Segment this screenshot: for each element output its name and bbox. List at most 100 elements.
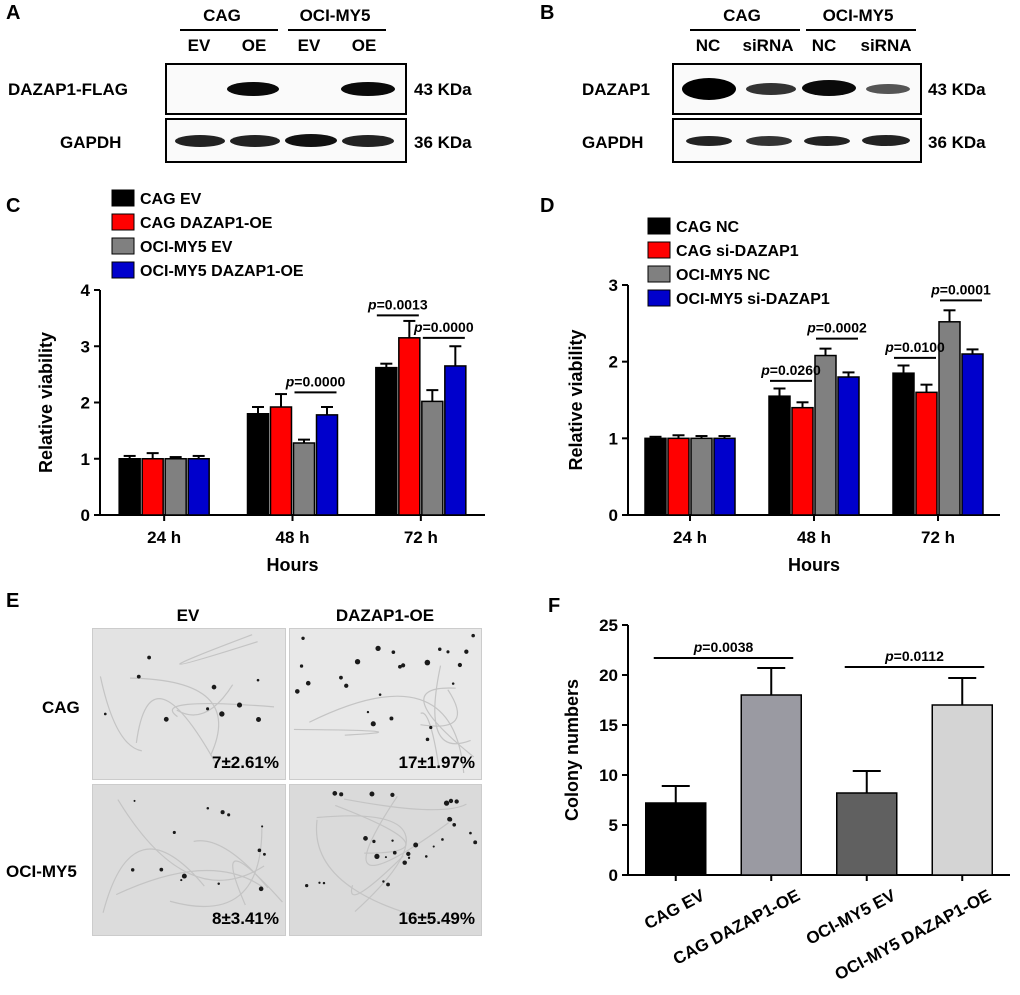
colony-dot [464,649,469,654]
colony-dot [180,879,183,882]
micrograph-fiber [315,819,445,924]
colony-dot [294,689,300,694]
colony-dot [172,830,176,835]
colony-dot [469,831,472,835]
blot-a-row2-size: 36 KDa [414,133,472,152]
bar [892,372,915,516]
legend-label: OCI-MY5 EV [140,239,233,256]
legend-label: CAG si-DAZAP1 [676,243,799,260]
blot-band [862,135,910,146]
colony-dot [392,850,397,855]
bar [141,458,164,516]
y-tick-label: 1 [609,429,618,448]
colony-dot [181,873,187,879]
blot-a-group-underline-2 [288,29,386,31]
colony-dot [332,791,338,796]
bar [292,442,316,516]
colony-dot [257,848,262,853]
colony-dot [256,678,260,682]
micrograph-fiber [193,840,269,889]
p-value-label: p=0.0013 [367,296,428,312]
blot-a-lane-2: OE [241,36,267,55]
blot-b-row2-size: 36 KDa [928,133,986,152]
colony-dot [339,792,344,797]
micrograph-fiber [99,676,142,752]
colony-dot [339,675,343,680]
micrograph-fiber [115,869,264,896]
p-value-label: p=0.0100 [884,339,945,355]
blot-a-lane-3: EV [297,36,321,55]
bar [713,437,736,516]
blot-b-lane-4: siRNA [860,36,912,55]
panel-letter-b: B [540,2,555,24]
panel-letter-f: F [548,595,561,617]
colony-dot [398,664,402,669]
colony-dot [261,825,264,828]
y-tick-label: 1 [81,450,90,469]
blot-band [342,135,394,147]
colony-dot [305,680,311,686]
colony-dot [386,882,390,887]
colony-dot [389,716,394,721]
micrograph-texture [305,791,478,924]
colony-dot [219,711,225,717]
colony-dot [429,725,433,730]
x-tick-label: 24 h [147,528,181,547]
colony-dot [370,721,376,727]
colony-dot [446,650,450,654]
micrograph-value: 16±5.49% [398,909,475,928]
blot-b-row1-protein: DAZAP1 [582,80,651,99]
blot-band [175,135,225,147]
micrograph-fiber [420,712,440,768]
y-tick-label: 0 [609,866,618,885]
blot-band [804,136,850,146]
colony-dot [425,737,430,742]
x-axis-label: Hours [788,555,840,575]
y-axis-label: Relative viability [36,332,56,473]
colony-dot [448,817,453,822]
micrograph-value: 7±2.61% [212,753,279,772]
micrograph-fiber [232,860,283,906]
x-tick-label: 48 h [275,528,309,547]
x-tick-label: CAG EV [641,885,708,933]
panel-letter-e: E [6,590,20,612]
bar [246,413,270,516]
micrograph-fiber [179,634,258,665]
colony-dot [391,650,396,654]
bar [836,792,898,876]
blot-a-row1-size: 43 KDa [414,80,472,99]
legend-label: CAG EV [140,191,202,208]
colony-dot [206,707,210,711]
colony-dot [130,868,135,872]
colony-dot [384,856,387,859]
colony-dot [227,813,231,817]
colony-dot [262,852,266,856]
viability-chart-d: CAG NC CAG si-DAZAP1 OCI-MY5 NC OCI-MY5 si-… [566,217,1000,575]
legend-swatch [647,241,671,259]
colony-dot [451,682,455,685]
legend-swatch [111,213,135,231]
bar [444,365,467,516]
p-value-label: p=0.0112 [884,648,944,664]
colony-dot [382,880,385,883]
micrograph-fiber [309,695,465,774]
y-tick-label: 4 [81,281,91,300]
micrograph-cag-oe: 17±1.97% [289,628,482,780]
legend-label: OCI-MY5 si-DAZAP1 [676,291,830,308]
micrograph-fiber [365,795,449,867]
blot-band [285,134,337,147]
panel-letter-d: D [540,195,555,217]
micrograph-fiber [171,702,275,718]
colony-dot [103,712,107,716]
bar [915,391,938,516]
micrograph-fiber [176,684,234,716]
panel-letter-c: C [6,195,21,217]
colony-dot [354,659,361,665]
y-tick-label: 10 [599,766,618,785]
micrograph-oci-ev: 8±3.41% [92,784,286,936]
bar [837,376,860,516]
blot-a-lane-1: EV [187,36,211,55]
micrograph-texture [102,799,283,913]
blot-band [341,82,395,96]
